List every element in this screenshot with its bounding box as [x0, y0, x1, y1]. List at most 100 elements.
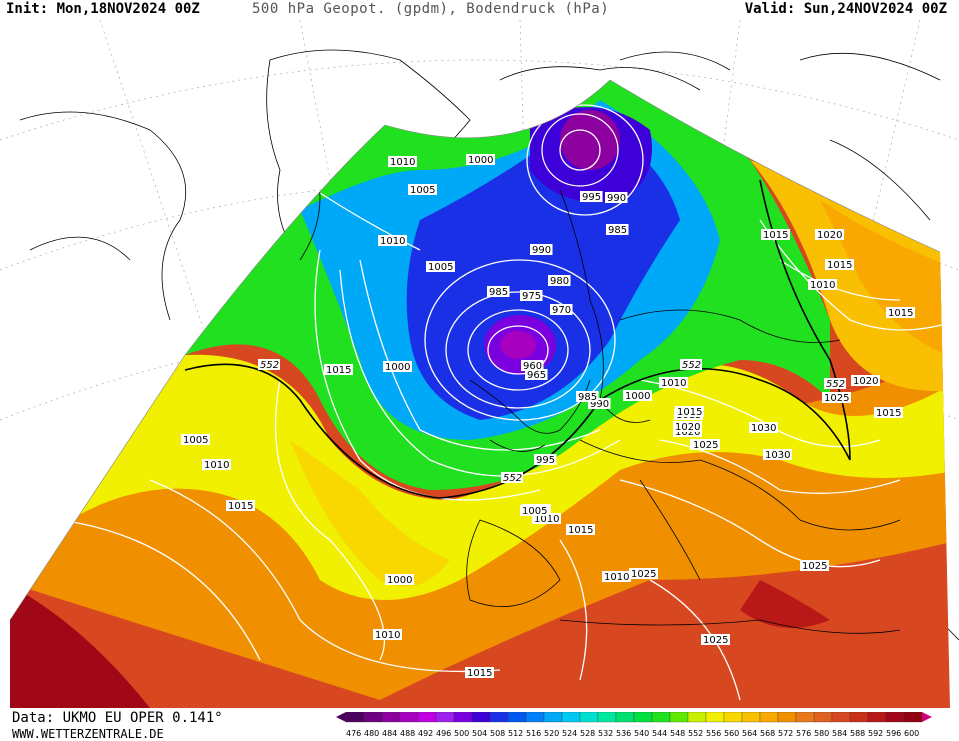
isobar-label: 1010 [808, 279, 837, 291]
isobar-label: 1005 [408, 184, 437, 196]
legend-tick-label: 552 [688, 729, 703, 738]
isobar-label-text: 1015 [568, 525, 593, 536]
isobar-label-text: 980 [550, 276, 569, 287]
legend-swatch [831, 712, 851, 723]
legend-tick-label: 560 [724, 729, 739, 738]
legend-swatch [525, 712, 545, 723]
isobar-label: 1015 [825, 259, 854, 271]
legend-swatch [579, 712, 599, 723]
legend-swatch [399, 712, 419, 723]
isobar-label-text: 1025 [693, 440, 718, 451]
legend-swatch [345, 712, 365, 723]
isobar-label-text: 985 [578, 392, 597, 403]
geopotential-label: 552 [824, 378, 846, 390]
map-header: Init: Mon,18NOV2024 00Z 500 hPa Geopot. … [0, 0, 959, 20]
field-low-core-north [560, 110, 620, 170]
isobar-label-text: 1020 [817, 230, 842, 241]
legend-tick-label: 584 [832, 729, 847, 738]
isobar-label: 995 [534, 454, 557, 466]
isobar-label: 965 [525, 369, 548, 381]
map-footer: Data: UKMO EU OPER 0.141° WWW.WETTERZENT… [0, 708, 959, 741]
legend-swatch [777, 712, 797, 723]
legend-swatch [903, 712, 923, 723]
isobar-label-text: 1010 [810, 280, 835, 291]
isobar-label-text: 1010 [661, 378, 686, 389]
isobar-label-text: 1000 [385, 362, 410, 373]
isobar-label-text: 1020 [853, 376, 878, 387]
isobar-label-text: 990 [590, 399, 609, 410]
website-link[interactable]: WWW.WETTERZENTRALE.DE [12, 727, 164, 741]
isobar-label: 1005 [181, 434, 210, 446]
legend-arrow-left [336, 712, 346, 722]
isobar-label: 1015 [465, 667, 494, 679]
legend-swatch [849, 712, 869, 723]
legend-swatch [813, 712, 833, 723]
legend-swatch [489, 712, 509, 723]
legend-swatch [795, 712, 815, 723]
legend-tick-label: 476 [346, 729, 361, 738]
geopotential-label-text: 552 [260, 360, 279, 371]
isobar-label: 985 [576, 391, 599, 403]
isobar-label-text: 1015 [763, 230, 788, 241]
isobar-label-text: 1005 [428, 262, 453, 273]
isobar-label: 1010 [202, 459, 231, 471]
legend-tick-label: 600 [904, 729, 919, 738]
isobar-label-text: 965 [527, 370, 546, 381]
legend-tick-label: 532 [598, 729, 613, 738]
valid-time: Valid: Sun,24NOV2024 00Z [744, 1, 947, 17]
isobar-label: 990 [530, 244, 553, 256]
isobar-label-text: 1010 [534, 514, 559, 525]
isobar-label: 1025 [822, 392, 851, 404]
isobar-label: 1015 [226, 500, 255, 512]
isobar-label-text: 990 [532, 245, 551, 256]
isobar-label: 1025 [800, 560, 829, 572]
legend-swatch [669, 712, 689, 723]
legend-swatch [723, 712, 743, 723]
init-time: Init: Mon,18NOV2024 00Z [6, 1, 200, 17]
isobar-label: 1020 [815, 229, 844, 241]
legend-swatch [867, 712, 887, 723]
coastlines [299, 129, 901, 634]
legend-tick-label: 520 [544, 729, 559, 738]
legend-tick-label: 516 [526, 729, 541, 738]
geopotential-label-text: 552 [682, 360, 701, 371]
legend-swatch [597, 712, 617, 723]
legend-swatch [615, 712, 635, 723]
legend-tick-label: 596 [886, 729, 901, 738]
isobar-label: 1000 [383, 361, 412, 373]
legend-tick-label: 548 [670, 729, 685, 738]
isobar-label: 970 [550, 304, 573, 316]
isobar-label-text: 1010 [375, 630, 400, 641]
isobar-label-text: 995 [582, 192, 601, 203]
isobar-label: 1010 [378, 235, 407, 247]
isobar-label-text: 995 [536, 455, 555, 466]
isobar-label: 1010 [388, 156, 417, 168]
geopotential-label-text: 552 [826, 379, 845, 390]
isobar-label-text: 1010 [390, 157, 415, 168]
isobar-label: 990 [605, 192, 628, 204]
legend-tick-label: 500 [454, 729, 469, 738]
isobar-label: 1025 [691, 439, 720, 451]
legend-tick-label: 528 [580, 729, 595, 738]
legend-tick-label: 488 [400, 729, 415, 738]
legend-tick-label: 564 [742, 729, 757, 738]
isobar-label: 1015 [874, 407, 903, 419]
isobar-label: 1025 [701, 634, 730, 646]
isobar-label-text: 1000 [468, 155, 493, 166]
color-legend: 476 480 484 488 492 496 500 504 508 512 516 520 524 5… [336, 712, 932, 738]
legend-tick-label: 492 [418, 729, 433, 738]
isobar-label: 1015 [886, 307, 915, 319]
legend-swatch [687, 712, 707, 723]
isobar-label-text: 1005 [410, 185, 435, 196]
legend-tick-label: 588 [850, 729, 865, 738]
isobar-label-text: 1015 [827, 260, 852, 271]
isobar-label: 1015 [675, 406, 704, 418]
field-low-core-inner [500, 331, 536, 359]
legend-tick-label: 540 [634, 729, 649, 738]
isobar-label-text: 1015 [677, 407, 702, 418]
legend-swatch [885, 712, 905, 723]
geopotential-labels: 552 552 552 552 [258, 359, 846, 484]
isobar-label: 990 [588, 398, 611, 410]
isobar-label-text: 1005 [522, 506, 547, 517]
isobar-label-text: 1020 [675, 427, 700, 438]
